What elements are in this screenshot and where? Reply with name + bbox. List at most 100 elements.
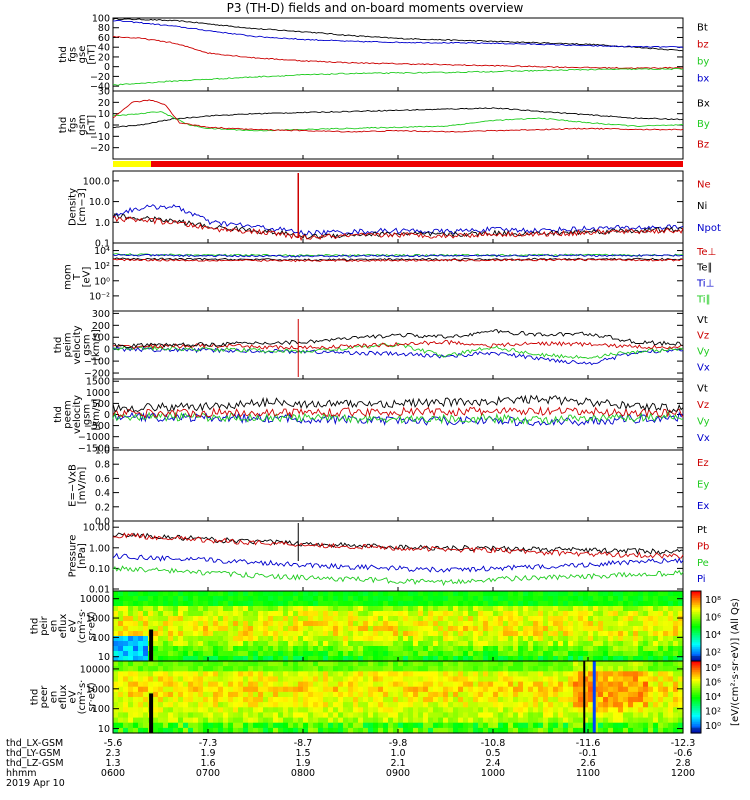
- spectrogram-cell: [503, 591, 509, 597]
- colorbar-cell: [691, 706, 701, 709]
- spectrogram-cell: [493, 596, 499, 602]
- spectrogram-cell: [418, 601, 424, 607]
- spectrogram-cell: [633, 707, 639, 713]
- spectrogram-cell: [628, 666, 634, 672]
- spectrogram-cell: [268, 661, 274, 667]
- spectrogram-cell: [128, 601, 134, 607]
- y-tick-label: 0.8: [95, 460, 110, 471]
- spectrogram-cell: [618, 727, 624, 734]
- spectrogram-cell: [583, 661, 589, 667]
- spectrogram-cell: [598, 697, 604, 703]
- spectrogram-cell: [288, 601, 294, 607]
- spectrogram-cell: [153, 702, 159, 708]
- spectrogram-cell: [218, 707, 224, 713]
- spectrogram-cell: [443, 676, 449, 683]
- spectrogram-cell: [673, 681, 679, 688]
- spectrogram-cell: [258, 666, 264, 672]
- spectrogram-cell: [553, 707, 559, 713]
- spectrogram-cell: [518, 596, 524, 602]
- spectrogram-cell: [308, 611, 314, 617]
- spectrogram-cell: [338, 671, 344, 677]
- spectrogram-cell: [288, 702, 294, 708]
- spectrogram-cell: [323, 596, 329, 602]
- spectrogram-cell: [248, 681, 254, 688]
- spectrogram-cell: [368, 641, 374, 647]
- spectrogram-cell: [268, 656, 274, 662]
- spectrogram-cell: [293, 591, 299, 597]
- spectrogram-cell: [328, 722, 334, 729]
- spectrogram-cell: [128, 611, 134, 617]
- spectrogram-cell: [438, 611, 444, 617]
- spectrogram-cell: [623, 651, 629, 657]
- spectrogram-cell: [578, 676, 584, 683]
- spectrogram-cell: [618, 671, 624, 677]
- spectrogram-cell: [638, 596, 644, 602]
- spectrogram-cell: [608, 666, 614, 672]
- spectrogram-cell: [373, 596, 379, 602]
- spectrogram-cell: [588, 626, 594, 632]
- spectrogram-cell: [388, 702, 394, 708]
- spectrogram-cell: [318, 712, 324, 719]
- spectrogram-cell: [598, 727, 604, 734]
- spectrogram-cell: [623, 697, 629, 703]
- spectrogram-cell: [128, 666, 134, 672]
- spectrogram-cell: [483, 666, 489, 672]
- spectrogram-cell: [533, 697, 539, 703]
- spectrogram-cell: [538, 636, 544, 642]
- spectrogram-cell: [583, 686, 589, 693]
- spectrogram-cell: [208, 671, 214, 677]
- data-gap-bar: [149, 629, 154, 661]
- spectrogram-cell: [298, 631, 304, 637]
- spectrogram-cell: [533, 646, 539, 652]
- spectrogram-cell: [393, 641, 399, 647]
- spectrogram-cell: [608, 712, 614, 719]
- spectrogram-cell: [368, 596, 374, 602]
- spectrogram-cell: [353, 596, 359, 602]
- spectrogram-cell: [378, 681, 384, 688]
- spectrogram-cell: [673, 596, 679, 602]
- y-axis-label-line: sr·eV): [87, 682, 98, 711]
- spectrogram-cell: [553, 591, 559, 597]
- spectrogram-cell: [583, 611, 589, 617]
- spectrogram-cell: [293, 606, 299, 612]
- spectrogram-cell: [613, 676, 619, 683]
- spectrogram-cell: [288, 676, 294, 683]
- spectrogram-cell: [228, 697, 234, 703]
- spectrogram-cell: [163, 661, 169, 667]
- spectrogram-cell: [293, 636, 299, 642]
- spectrogram-cell: [443, 656, 449, 662]
- spectrogram-cell: [138, 631, 144, 637]
- spectrogram-cell: [558, 641, 564, 647]
- series-line-density-ne: [112, 215, 684, 242]
- spectrogram-cell: [218, 727, 224, 734]
- spectrogram-cell: [423, 671, 429, 677]
- spectrogram-cell: [583, 656, 589, 662]
- spectrogram-cell: [118, 636, 124, 642]
- spectrogram-cell: [573, 686, 579, 693]
- spectrogram-cell: [123, 611, 129, 617]
- spectrogram-cell: [368, 722, 374, 729]
- spectrogram-cell: [678, 591, 684, 597]
- spectrogram-cell: [143, 651, 149, 657]
- spectrogram-cell: [553, 671, 559, 677]
- spectrogram-cell: [363, 636, 369, 642]
- spectrogram-cell: [338, 686, 344, 693]
- spectrogram-cell: [273, 717, 279, 724]
- spectrogram-cell: [268, 727, 274, 734]
- spectrogram-cell: [243, 666, 249, 672]
- spectrogram-cell: [318, 656, 324, 662]
- spectrogram-cell: [163, 702, 169, 708]
- spectrogram-cell: [118, 641, 124, 647]
- spectrogram-cell: [528, 686, 534, 693]
- spectrogram-cell: [498, 712, 504, 719]
- spectrogram-cell: [593, 666, 599, 672]
- spectrogram-cell: [363, 691, 369, 698]
- spectrogram-cell: [563, 707, 569, 713]
- spectrogram-cell: [223, 722, 229, 729]
- spectrogram-cell: [528, 601, 534, 607]
- spectrogram-cell: [568, 707, 574, 713]
- spectrogram-cell: [598, 626, 604, 632]
- spectrogram-cell: [338, 636, 344, 642]
- spectrogram-cell: [158, 717, 164, 724]
- spectrogram-cell: [243, 601, 249, 607]
